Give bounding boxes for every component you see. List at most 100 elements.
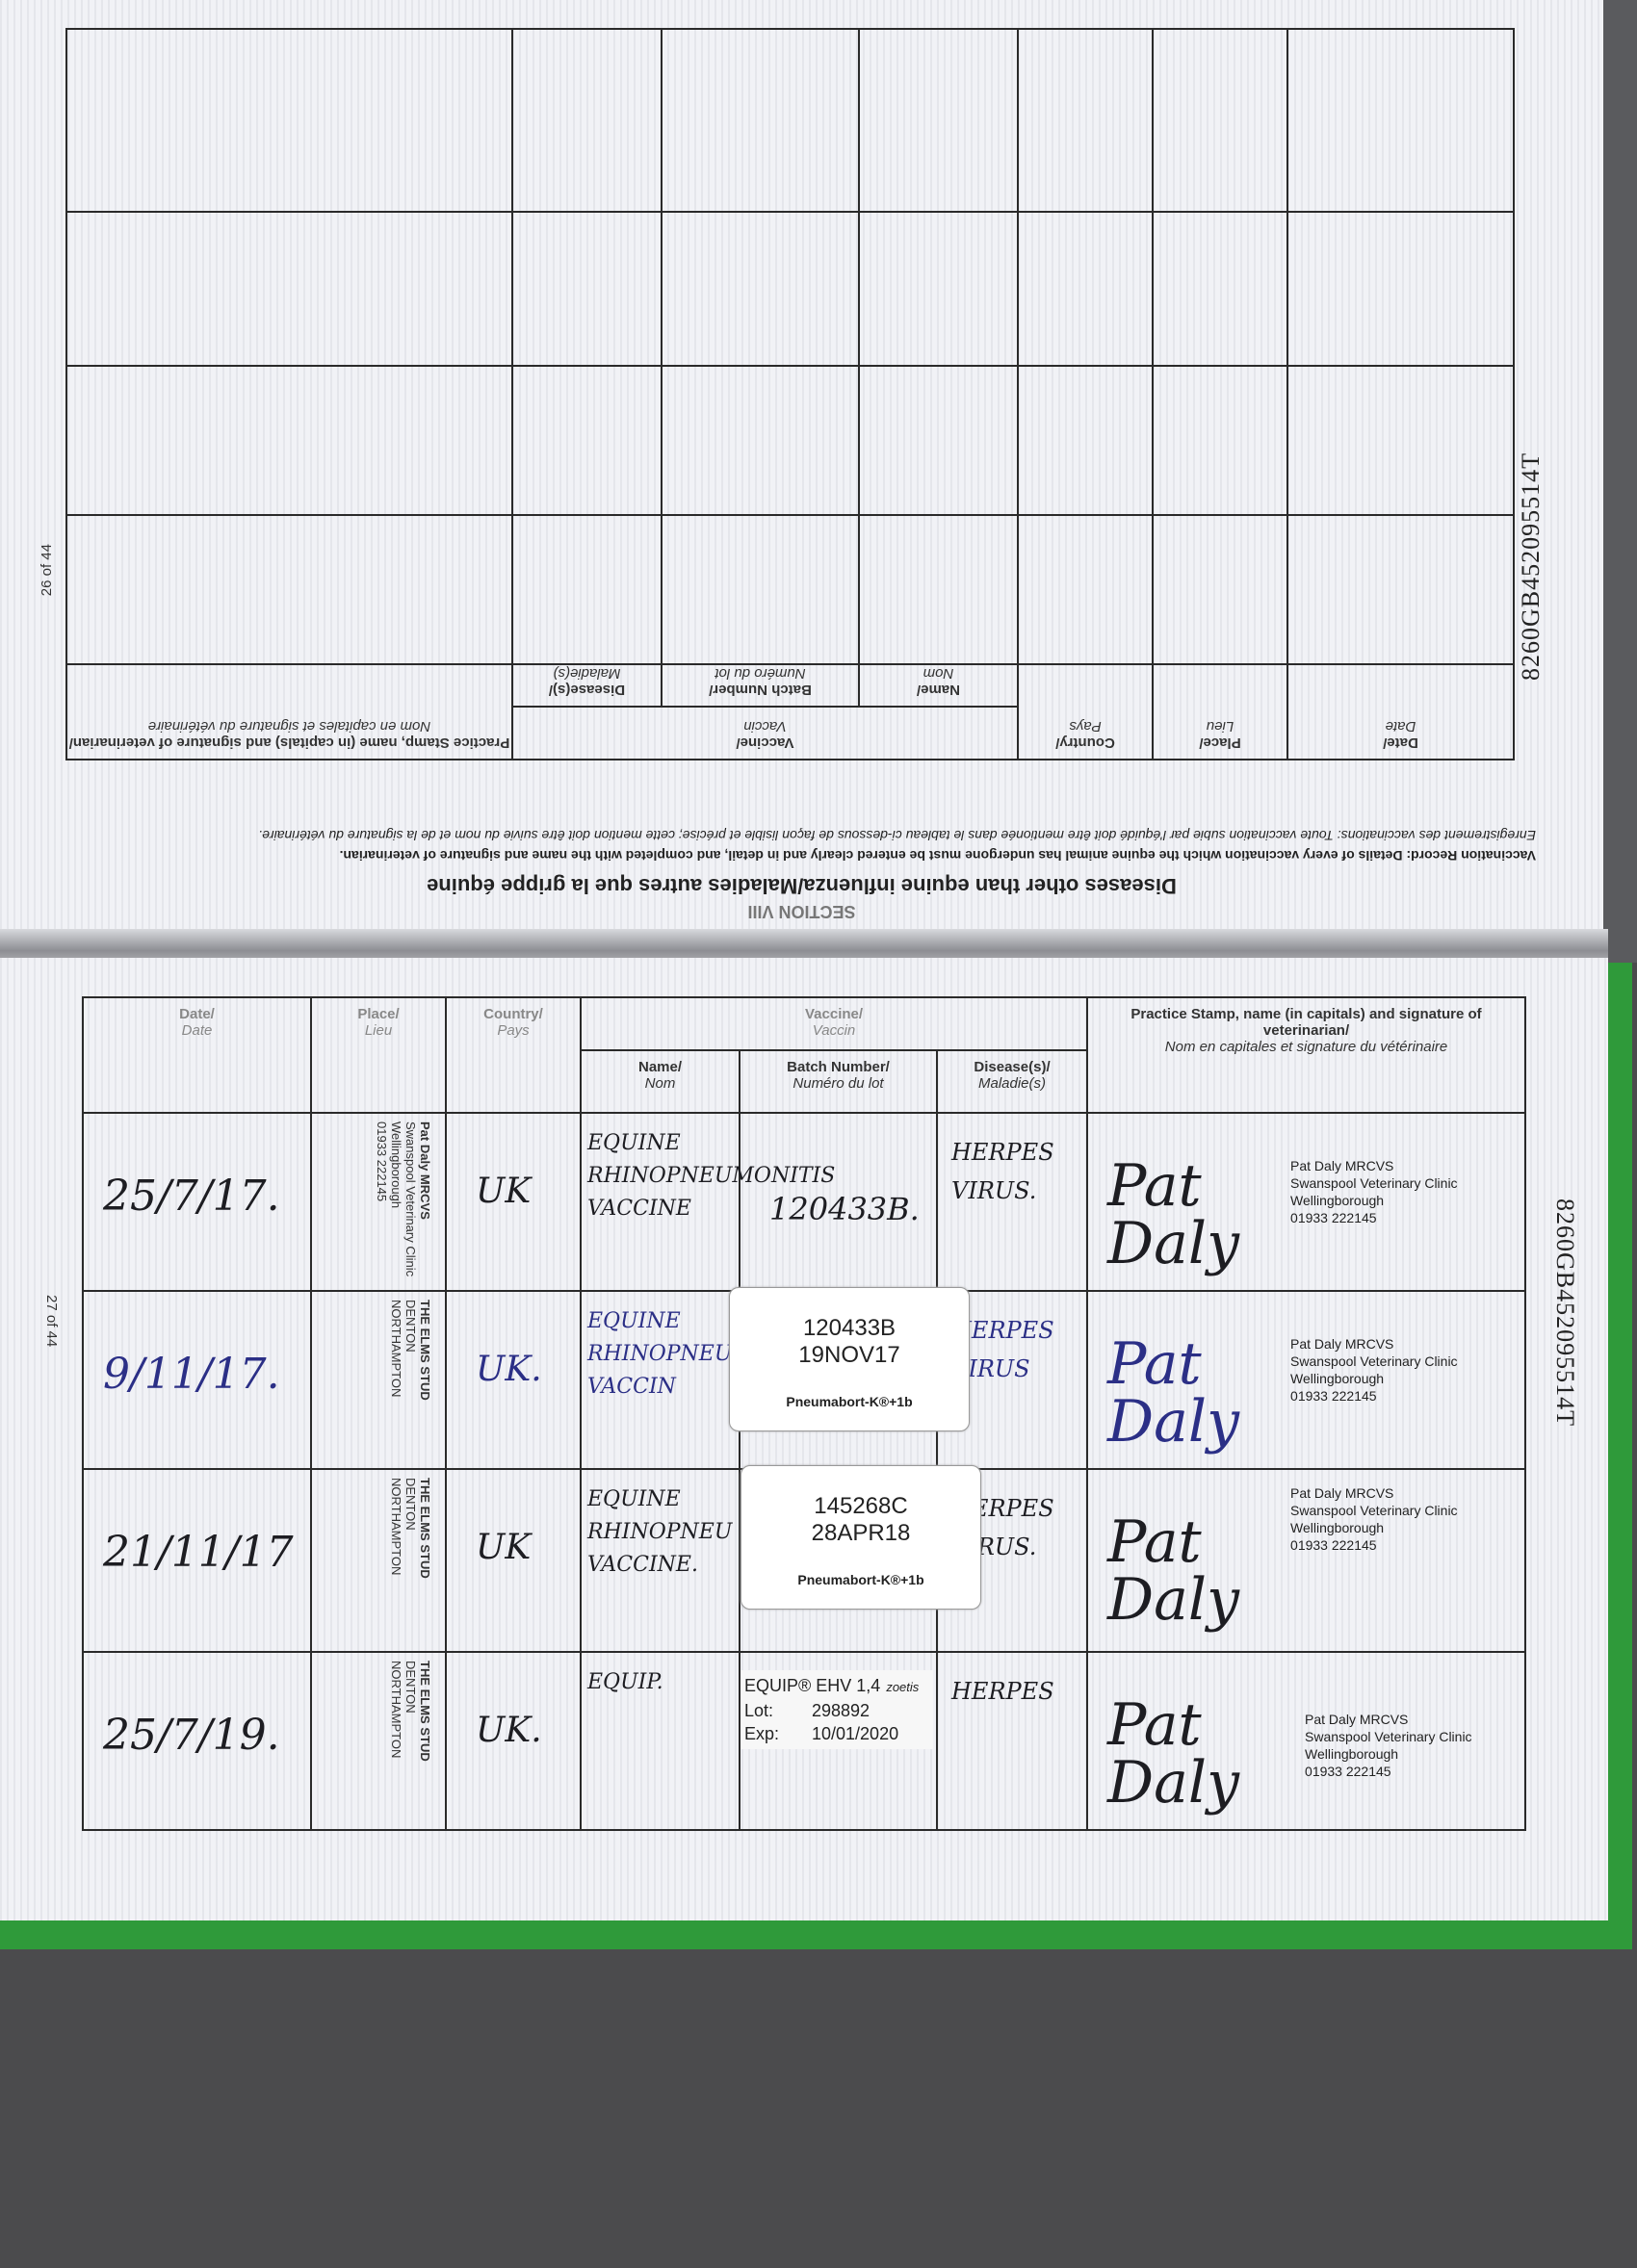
background-right (1598, 0, 1637, 963)
table-cell-empty (1018, 515, 1153, 664)
vet-stamp-line: Pat Daly MRCVS (1305, 1712, 1409, 1727)
table-cell-empty (859, 515, 1018, 664)
place-line: THE ELMS STUD (418, 1661, 432, 1762)
header-disease-fr: Maladie(s) (553, 665, 621, 682)
table-row-empty (66, 29, 1514, 212)
header-place-fr: Lieu (1206, 718, 1234, 735)
table-cell-empty (1153, 366, 1287, 515)
place-line: Wellingborough (389, 1121, 403, 1209)
batch-number-cell: 145268C 28APR18 Pneumabort-K®+1b (739, 1465, 981, 1653)
table-cell-empty (1287, 366, 1514, 515)
batch-number-cell: 120433B 19NOV17 Pneumabort-K®+1b (729, 1287, 970, 1470)
batch-sticker: 145268C 28APR18 Pneumabort-K®+1b (741, 1465, 981, 1610)
vet-stamp-line: 01933 222145 (1290, 1210, 1377, 1225)
vet-stamp-line: Wellingborough (1290, 1371, 1385, 1386)
vaccine-name-value: EQUINE RHINOPNEU VACCIN (587, 1309, 733, 1399)
header-vaccine: Vaccine/ (804, 1006, 864, 1022)
disease-cell: HERPES VIRUS. (935, 1112, 1089, 1292)
header-vaccine: Vaccine/ (736, 735, 794, 751)
table-cell-empty (66, 29, 512, 212)
header-country: Country/ (1055, 735, 1115, 751)
header-batch-fr: Numéro du lot (715, 665, 806, 682)
vet-stamp-line: 01933 222145 (1305, 1764, 1391, 1779)
vet-signature: Pat Daly (1107, 1152, 1239, 1277)
id-number: 8260GB452095514T (1551, 1198, 1579, 1427)
table-row: 21/11/17 THE ELMS STUD DENTON NORTHAMPTON UK… (82, 1465, 1526, 1653)
country-value: UK (476, 1528, 532, 1567)
table-cell-empty (511, 212, 662, 366)
place-cell: THE ELMS STUD DENTON NORTHAMPTON (310, 1468, 447, 1653)
disease-value: HERPES VIRUS (951, 1317, 1054, 1382)
page-number: 26 of 44 (39, 544, 55, 597)
header-vaccine-fr: Vaccin (812, 1022, 856, 1039)
vet-stamp-line: Swanspool Veterinary Clinic (1290, 1503, 1458, 1518)
vaccination-table: Date/Date Place/Lieu Country/Pays Vaccin… (82, 996, 1526, 1831)
table-cell-empty (511, 366, 662, 515)
vet-stamp-line: 01933 222145 (1290, 1537, 1377, 1553)
country-cell: UK. (445, 1290, 582, 1470)
date-cell: 25/7/19. (82, 1651, 312, 1831)
header-date: Date/ (1383, 735, 1418, 751)
section-heading: SECTION VIII (747, 902, 856, 921)
table-row: 25/7/19. THE ELMS STUD DENTON NORTHAMPTON UK… (82, 1651, 1526, 1831)
table-cell-empty (1018, 366, 1153, 515)
page-27: Date/Date Place/Lieu Country/Pays Vaccin… (0, 958, 1608, 1920)
vet-stamp-cell: Pat Daly Pat Daly MRCVS Swanspool Veterina… (1086, 1112, 1526, 1292)
label-exp-label: Exp: (744, 1724, 780, 1743)
table-cell-empty (662, 366, 859, 515)
date-cell: 21/11/17 (82, 1468, 312, 1653)
label-brand: zoetis (886, 1680, 920, 1694)
vet-stamp-line: Pat Daly MRCVS (1290, 1485, 1394, 1501)
header-country: Country/ (483, 1006, 543, 1022)
id-number: 8260GB452095514T (1517, 452, 1545, 681)
vaccine-name-cell: EQUIP. (580, 1651, 741, 1831)
header-batch: Batch Number/ (709, 682, 812, 698)
batch-sticker: 120433B 19NOV17 Pneumabort-K®+1b (729, 1287, 970, 1431)
country-cell: UK. (445, 1651, 582, 1831)
date-value: 9/11/17. (103, 1350, 280, 1399)
disease-value: HERPES (951, 1678, 1054, 1705)
place-cell: THE ELMS STUD DENTON NORTHAMPTON (310, 1651, 447, 1831)
date-value: 25/7/19. (103, 1711, 280, 1760)
place-line: NORTHAMPTON (389, 1661, 403, 1759)
header-place: Place/ (1199, 735, 1241, 751)
place-stamp: THE ELMS STUD DENTON NORTHAMPTON (389, 1300, 432, 1401)
place-line: NORTHAMPTON (389, 1478, 403, 1576)
table-cell-empty (662, 212, 859, 366)
label-lot: 298892 (812, 1701, 870, 1720)
section-title: Diseases other than equine influenza/Mal… (427, 874, 1177, 898)
table-cell-empty (1018, 29, 1153, 212)
table-row: 25/7/17. Pat Daly MRCVS Swanspool Veterina… (82, 1112, 1526, 1292)
table-row-empty (66, 212, 1514, 366)
table-cell-empty (1153, 29, 1287, 212)
instruction-en: Vaccination Record: Details of every vac… (339, 848, 1536, 863)
vet-stamp-line: Wellingborough (1305, 1746, 1399, 1762)
vet-stamp-line: Swanspool Veterinary Clinic (1305, 1729, 1472, 1744)
table-cell-empty (662, 29, 859, 212)
header-disease: Disease(s)/ (548, 682, 626, 698)
country-value: UK. (476, 1711, 542, 1750)
place-line: THE ELMS STUD (418, 1478, 432, 1579)
place-line: Swanspool Veterinary Clinic (403, 1121, 418, 1277)
label-lot-label: Lot: (744, 1701, 774, 1720)
header-date-fr: Date (181, 1022, 213, 1039)
header-batch-fr: Numéro du lot (793, 1075, 884, 1092)
header-country-fr: Pays (497, 1022, 530, 1039)
table-cell-empty (859, 366, 1018, 515)
batch-number-value: 120433B. (769, 1191, 920, 1227)
vet-stamp-line: Pat Daly MRCVS (1290, 1336, 1394, 1352)
sticker-product: Pneumabort-K®+1b (786, 1394, 913, 1409)
header-vaccine-fr: Vaccin (743, 718, 787, 735)
vet-stamp-line: Swanspool Veterinary Clinic (1290, 1353, 1458, 1369)
vet-stamp-cell: Pat Daly Pat Daly MRCVS Swanspool Veterina… (1086, 1290, 1526, 1470)
label-exp-line: Exp: 10/01/2020 (744, 1722, 929, 1745)
table-row-empty (66, 366, 1514, 515)
vet-stamp-line: 01933 222145 (1290, 1388, 1377, 1404)
table-row-empty (66, 515, 1514, 664)
table-cell-empty (66, 212, 512, 366)
vet-stamp-line: Wellingborough (1290, 1520, 1385, 1535)
table-cell-empty (1018, 212, 1153, 366)
header-date-fr: Date (1385, 718, 1416, 735)
batch-number-cell: EQUIP® EHV 1,4 zoetis Lot: 298892 Exp: 10/01/… (739, 1651, 938, 1831)
page-26: SECTION VIII Diseases other than equine … (0, 0, 1603, 929)
